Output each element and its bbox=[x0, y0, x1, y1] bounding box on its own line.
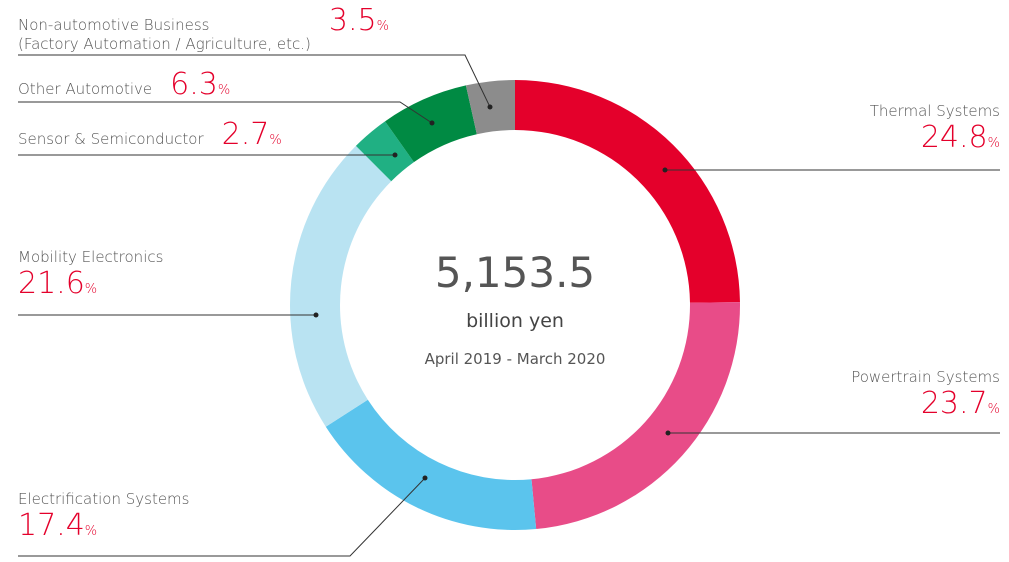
leader-line bbox=[18, 54, 491, 108]
leader-dot bbox=[422, 475, 428, 481]
donut-segment bbox=[515, 80, 740, 303]
value-unit: % bbox=[84, 524, 98, 539]
value-label-group: 17.4% bbox=[18, 509, 189, 549]
total-unit: billion yen bbox=[466, 310, 564, 332]
value-unit: % bbox=[84, 282, 98, 297]
category-label: Non-automotive Business (Factory Automat… bbox=[18, 16, 311, 53]
value-label: 6.3 bbox=[170, 67, 218, 102]
value-label-group: 23.7% bbox=[851, 387, 1000, 427]
label: Sensor & Semiconductor 2.7% bbox=[18, 118, 282, 158]
label: Non-automotive Business (Factory Automat… bbox=[18, 4, 389, 54]
donut-segment bbox=[531, 302, 740, 530]
value-unit: % bbox=[987, 136, 1000, 151]
leader-dot bbox=[429, 120, 435, 126]
label: Mobility Electronics 21.6% bbox=[18, 248, 163, 307]
leader-dot bbox=[662, 167, 668, 173]
value-label-group: 2.7% bbox=[222, 118, 282, 158]
value-label-group: 21.6% bbox=[18, 267, 163, 307]
label: Powertrain Systems 23.7% bbox=[851, 368, 1000, 427]
category-label: Other Automotive bbox=[18, 80, 153, 98]
value-unit: % bbox=[376, 19, 389, 34]
value-label: 24.8 bbox=[920, 120, 988, 155]
donut-segment bbox=[325, 399, 537, 530]
leader-dot bbox=[313, 312, 319, 318]
value-label-group: 3.5% bbox=[329, 4, 389, 44]
leader-line bbox=[18, 101, 433, 124]
value-unit: % bbox=[987, 402, 1000, 417]
category-label: Thermal Systems bbox=[869, 102, 1000, 120]
leader-dot bbox=[392, 152, 398, 158]
value-label: 23.7 bbox=[920, 386, 988, 421]
value-label: 21.6 bbox=[18, 266, 85, 301]
leader-dot bbox=[487, 104, 493, 110]
value-label: 17.4 bbox=[18, 508, 85, 543]
leader-line bbox=[18, 477, 426, 557]
category-label: Mobility Electronics bbox=[18, 248, 164, 266]
category-label: Sensor & Semiconductor bbox=[18, 130, 204, 148]
value-label-group: 6.3% bbox=[170, 68, 230, 108]
donut-segment bbox=[355, 121, 414, 182]
period: April 2019 - March 2020 bbox=[424, 350, 606, 368]
label: Electrification Systems 17.4% bbox=[18, 490, 189, 549]
value-label-group: 24.8% bbox=[870, 121, 1000, 161]
total-value: 5,153.5 bbox=[434, 248, 596, 297]
category-label: Powertrain Systems bbox=[851, 368, 1000, 386]
value-unit: % bbox=[217, 83, 231, 98]
category-label: Electrification Systems bbox=[18, 490, 190, 508]
label: Thermal Systems 24.8% bbox=[870, 102, 1000, 161]
value-label: 3.5 bbox=[328, 3, 377, 38]
donut-segment bbox=[290, 145, 392, 427]
value-unit: % bbox=[269, 133, 282, 148]
label: Other Automotive 6.3% bbox=[18, 68, 230, 108]
leader-dot bbox=[665, 430, 671, 436]
value-label: 2.7 bbox=[221, 117, 270, 152]
